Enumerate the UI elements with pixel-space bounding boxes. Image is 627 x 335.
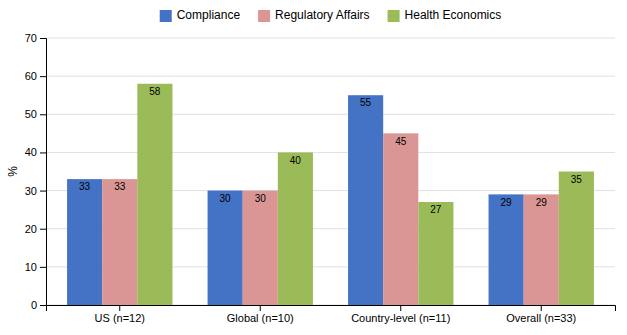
- data-label: 40: [290, 155, 302, 166]
- x-tick-mark: [119, 305, 120, 311]
- legend: Compliance Regulatory Affairs Health Econo…: [160, 8, 502, 22]
- y-tick-label: 30: [25, 185, 37, 197]
- data-label: 30: [255, 193, 267, 204]
- y-tick-mark: [40, 229, 46, 230]
- x-tick-mark: [260, 305, 261, 311]
- bar: [559, 172, 594, 306]
- bar: [243, 191, 278, 305]
- y-tick-mark: [40, 76, 46, 77]
- y-tick: 50: [25, 108, 46, 120]
- x-axis: US (n=12) Global (n=10) Country-level (n=1…: [47, 305, 616, 324]
- x-tick-mark: [400, 305, 401, 311]
- x-tick-mark: [541, 305, 542, 311]
- grid-line: [46, 38, 615, 39]
- legend-swatch: [258, 10, 270, 22]
- x-tick: US (n=12): [95, 305, 145, 324]
- y-tick-label: 20: [25, 223, 37, 235]
- bar-series: [137, 84, 594, 305]
- bar-series: [67, 95, 524, 305]
- y-tick: 60: [25, 70, 46, 82]
- y-tick: 40: [25, 146, 46, 158]
- y-tick-label: 70: [25, 32, 37, 44]
- x-axis-line: [47, 306, 616, 312]
- data-label: 35: [571, 174, 583, 185]
- plot-area: 0 10 20 30 40 50 60 70 US (n=12) Global (n=10) Cou…: [25, 32, 616, 324]
- y-tick-label: 0: [31, 299, 37, 311]
- chart-svg: 0 10 20 30 40 50 60 70 US (n=12) Global (n=10) Cou…: [0, 0, 627, 335]
- x-tick: Country-level (n=11): [351, 305, 450, 324]
- grid-line: [46, 152, 615, 153]
- chart-container: 0 10 20 30 40 50 60 70 US (n=12) Global (n=10) Cou…: [0, 0, 627, 335]
- x-tick-label: Global (n=10): [227, 312, 294, 324]
- y-tick: 0: [31, 299, 46, 311]
- bar: [383, 133, 418, 305]
- y-tick-label: 60: [25, 70, 37, 82]
- y-tick: 10: [25, 261, 46, 273]
- data-label: 29: [536, 197, 548, 208]
- legend-item: Health Economics: [388, 8, 502, 22]
- y-axis: 0 10 20 30 40 50 60 70: [25, 32, 47, 311]
- data-label: 45: [395, 136, 407, 147]
- legend-label: Regulatory Affairs: [275, 8, 370, 22]
- grid-line: [46, 76, 615, 77]
- y-tick-label: 40: [25, 146, 37, 158]
- data-label: 33: [79, 181, 91, 192]
- bar: [348, 95, 383, 305]
- y-tick-mark: [40, 152, 46, 153]
- data-label: 29: [501, 197, 513, 208]
- y-tick-mark: [40, 114, 46, 115]
- y-tick-mark: [40, 38, 46, 39]
- bar: [278, 152, 313, 305]
- grid: [46, 38, 615, 305]
- legend-item: Regulatory Affairs: [258, 8, 370, 22]
- data-label: 55: [360, 97, 372, 108]
- bar: [67, 179, 102, 305]
- x-tick: Global (n=10): [227, 305, 294, 324]
- x-tick: Overall (n=33): [506, 305, 576, 324]
- y-tick-mark: [40, 191, 46, 192]
- y-tick: 20: [25, 223, 46, 235]
- data-labels: 33 30 55 29 33 30 45 29 58 40 27 35: [79, 86, 582, 215]
- legend-label: Health Economics: [405, 8, 502, 22]
- legend-item: Compliance: [160, 8, 241, 22]
- y-tick: 70: [25, 32, 46, 44]
- y-axis-title: %: [6, 166, 20, 177]
- bar: [489, 194, 524, 305]
- data-label: 58: [149, 86, 161, 97]
- data-label: 30: [220, 193, 232, 204]
- y-tick-mark: [40, 305, 46, 306]
- x-tick-label: Country-level (n=11): [351, 312, 450, 324]
- y-tick-mark: [40, 267, 46, 268]
- data-label: 33: [114, 181, 126, 192]
- grid-line: [46, 114, 615, 115]
- bar: [102, 179, 137, 305]
- bar: [137, 84, 172, 305]
- x-tick-label: Overall (n=33): [506, 312, 576, 324]
- x-tick-label: US (n=12): [95, 312, 145, 324]
- bar: [208, 191, 243, 305]
- y-axis-line: [40, 39, 47, 306]
- y-tick-label: 50: [25, 108, 37, 120]
- legend-label: Compliance: [177, 8, 241, 22]
- legend-swatch: [388, 10, 400, 22]
- y-tick-label: 10: [25, 261, 37, 273]
- bar: [524, 194, 559, 305]
- bars: [67, 84, 594, 305]
- y-tick: 30: [25, 185, 46, 197]
- data-label: 27: [430, 204, 442, 215]
- legend-swatch: [160, 10, 172, 22]
- bar: [418, 202, 453, 305]
